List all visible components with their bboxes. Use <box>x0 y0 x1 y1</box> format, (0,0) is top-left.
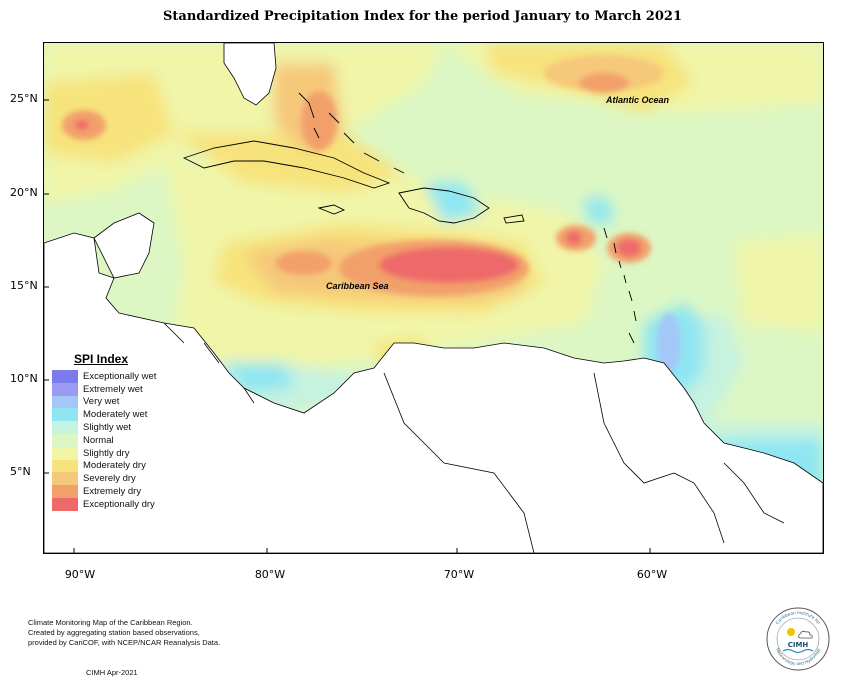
legend-item: Slightly dry <box>52 446 156 460</box>
legend-label: Slightly wet <box>83 422 132 434</box>
legend-swatch <box>52 395 78 409</box>
florida <box>223 43 277 106</box>
legend-swatch <box>52 459 78 473</box>
legend-label: Very wet <box>83 396 120 408</box>
legend-swatch <box>52 370 78 383</box>
caribbean-sea-label: Caribbean Sea <box>326 281 389 291</box>
legend-label: Normal <box>83 434 114 446</box>
legend-item: Extremely dry <box>52 485 156 498</box>
legend-label: Exceptionally wet <box>83 370 157 382</box>
legend-label: Exceptionally dry <box>83 498 155 510</box>
country-borders <box>163 322 785 553</box>
lon-label-90w: 90°W <box>64 568 96 581</box>
legend-swatch <box>52 408 78 422</box>
legend-item: Exceptionally wet <box>52 370 156 383</box>
legend-swatch <box>52 433 78 447</box>
legend-label: Extremely dry <box>83 486 142 498</box>
legend-label: Moderately dry <box>83 460 146 472</box>
legend-title: SPI Index <box>74 352 129 366</box>
legend-item: Extremely wet <box>52 382 156 396</box>
credit-date: CIMH Apr-2021 <box>86 668 138 677</box>
atlantic-ocean-label: Atlantic Ocean <box>606 95 670 105</box>
legend-item: Moderately wet <box>52 408 156 422</box>
legend-item: Slightly wet <box>52 421 156 434</box>
jamaica-outline <box>317 204 346 215</box>
cloud-icon <box>798 630 813 639</box>
land-masses <box>44 43 823 553</box>
legend-label: Slightly dry <box>83 447 130 459</box>
lat-label-25n: 25°N <box>10 92 38 105</box>
south-central-america <box>44 232 823 553</box>
legend-item: Moderately dry <box>52 459 156 473</box>
yucatan <box>93 212 155 279</box>
legend-swatch <box>52 472 78 486</box>
legend-item: Exceptionally dry <box>52 497 156 511</box>
legend-label: Moderately wet <box>83 409 148 421</box>
lat-label-5n: 5°N <box>10 465 31 478</box>
spi-map-canvas <box>44 43 823 553</box>
hispaniola-outline <box>398 187 490 224</box>
legend-item: Severely dry <box>52 472 156 486</box>
credit-line-2: Created by aggregating station based obs… <box>28 628 200 637</box>
lat-label-15n: 15°N <box>10 279 38 292</box>
graticule-ticks <box>44 99 651 553</box>
legend-label: Severely dry <box>83 473 136 485</box>
credit-line-3: provided by CariCOF, with NCEP/NCAR Rean… <box>28 638 221 647</box>
legend-item: Normal <box>52 433 156 447</box>
puerto-rico-outline <box>503 214 525 224</box>
spi-map <box>43 42 824 554</box>
legend-items: Exceptionally wet Extremely wet Very wet Mo… <box>52 370 156 511</box>
spi-legend: SPI Index Exceptionally wet Extremely wet… <box>52 352 156 511</box>
credit-line-1: Climate Monitoring Map of the Caribbean … <box>28 618 193 627</box>
map-title: Standardized Precipitation Index for the… <box>163 9 682 24</box>
legend-swatch <box>52 497 78 511</box>
legend-swatch <box>52 421 78 434</box>
map-credits: Climate Monitoring Map of the Caribbean … <box>28 618 220 648</box>
legend-swatch <box>52 485 78 498</box>
sun-icon <box>787 628 795 636</box>
logo-acronym: CIMH <box>788 641 809 649</box>
lon-label-80w: 80°W <box>254 568 286 581</box>
lon-label-60w: 60°W <box>636 568 668 581</box>
legend-swatch <box>52 382 78 396</box>
island-outlines <box>182 92 637 344</box>
wave-icon <box>782 648 814 654</box>
bahamas-outline <box>298 92 405 174</box>
legend-item: Very wet <box>52 395 156 409</box>
lat-label-20n: 20°N <box>10 186 38 199</box>
cimh-logo: Caribbean Institute for Meteorology and … <box>766 607 830 671</box>
legend-swatch <box>52 446 78 460</box>
lesser-antilles-outline <box>603 227 637 344</box>
cuba-outline <box>182 140 391 189</box>
lat-label-10n: 10°N <box>10 372 38 385</box>
legend-label: Extremely wet <box>83 383 143 395</box>
lon-label-70w: 70°W <box>443 568 475 581</box>
